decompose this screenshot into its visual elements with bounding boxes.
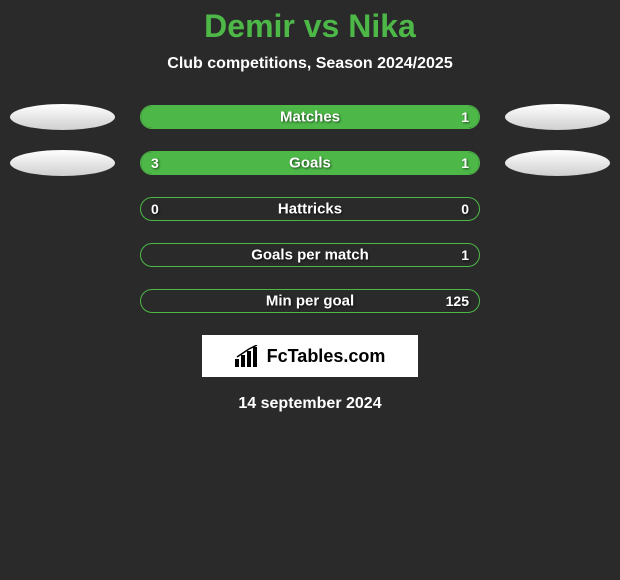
stat-bar: 0 Hattricks 0 — [140, 197, 480, 221]
spacer — [10, 289, 115, 313]
stat-row: Goals per match 1 — [0, 243, 620, 267]
stat-bar: Matches 1 — [140, 105, 480, 129]
player-right-oval — [505, 104, 610, 130]
spacer — [10, 243, 115, 267]
player-left-oval — [10, 150, 115, 176]
stat-value-left: 0 — [151, 201, 159, 217]
comparison-panel: Demir vs Nika Club competitions, Season … — [0, 0, 620, 413]
stat-row: Min per goal 125 — [0, 289, 620, 313]
player-right-oval — [505, 150, 610, 176]
brand-logo[interactable]: FcTables.com — [202, 335, 418, 377]
stat-label: Min per goal — [266, 293, 354, 310]
stat-value-right: 1 — [461, 155, 469, 171]
stat-row: Matches 1 — [0, 105, 620, 129]
stat-label: Goals per match — [251, 247, 369, 264]
stat-label: Hattricks — [278, 201, 342, 218]
chart-bars-icon — [235, 345, 261, 367]
spacer — [505, 243, 610, 267]
spacer — [505, 289, 610, 313]
stat-row: 0 Hattricks 0 — [0, 197, 620, 221]
stat-label: Matches — [280, 109, 340, 126]
page-title: Demir vs Nika — [0, 8, 620, 45]
bar-fill-left — [141, 152, 395, 174]
page-subtitle: Club competitions, Season 2024/2025 — [0, 55, 620, 73]
spacer — [505, 197, 610, 221]
stat-row: 3 Goals 1 — [0, 151, 620, 175]
stat-bar: Goals per match 1 — [140, 243, 480, 267]
stat-value-right: 1 — [461, 109, 469, 125]
brand-name: FcTables.com — [267, 346, 386, 367]
stat-label: Goals — [289, 155, 331, 172]
date-label: 14 september 2024 — [0, 395, 620, 413]
stat-bar: 3 Goals 1 — [140, 151, 480, 175]
stat-value-right: 1 — [461, 247, 469, 263]
stat-bar: Min per goal 125 — [140, 289, 480, 313]
spacer — [10, 197, 115, 221]
player-left-oval — [10, 104, 115, 130]
stat-value-left: 3 — [151, 155, 159, 171]
stat-value-right: 0 — [461, 201, 469, 217]
stats-area: Matches 1 3 Goals 1 0 Hattricks 0 Goals per matc… — [0, 105, 620, 313]
stat-value-right: 125 — [446, 293, 469, 309]
